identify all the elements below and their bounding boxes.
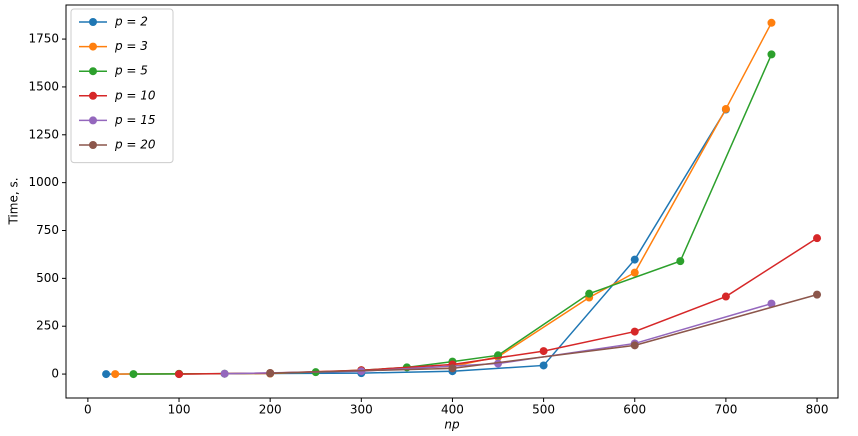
x-tick-label: 100 xyxy=(168,403,191,417)
data-point xyxy=(539,347,548,356)
data-point xyxy=(175,370,184,379)
data-point xyxy=(266,369,275,378)
legend-label: p = 3 xyxy=(114,39,148,53)
data-point xyxy=(721,292,730,301)
data-point xyxy=(102,370,111,379)
data-point xyxy=(767,18,776,27)
series-line xyxy=(115,22,773,375)
data-point xyxy=(630,255,639,264)
data-point xyxy=(111,370,120,379)
legend-label: p = 10 xyxy=(114,88,156,102)
legend-label: p = 20 xyxy=(114,138,156,152)
legend-marker xyxy=(89,67,97,76)
y-tick-label: 1000 xyxy=(28,175,59,189)
data-point xyxy=(539,361,548,370)
x-tick-label: 800 xyxy=(806,403,829,417)
y-tick-label: 750 xyxy=(36,223,59,237)
y-axis-label: Time, s. xyxy=(7,177,21,225)
data-point xyxy=(813,234,822,243)
legend-marker xyxy=(89,91,97,100)
y-tick-label: 1500 xyxy=(28,79,59,93)
x-tick-label: 200 xyxy=(259,403,282,417)
x-tick-label: 700 xyxy=(714,403,737,417)
y-tick-label: 0 xyxy=(51,367,59,381)
data-point xyxy=(448,364,457,373)
data-point xyxy=(721,104,730,113)
data-point xyxy=(630,268,639,277)
x-tick-label: 300 xyxy=(350,403,373,417)
series-line xyxy=(133,54,773,375)
y-tick-label: 250 xyxy=(36,319,59,333)
data-point xyxy=(129,370,138,379)
data-point xyxy=(494,359,503,368)
x-tick-label: 600 xyxy=(623,403,646,417)
data-point xyxy=(813,290,822,299)
y-tick-label: 1750 xyxy=(28,32,59,46)
x-axis-label: np xyxy=(444,418,460,432)
y-tick-label: 1250 xyxy=(28,127,59,141)
data-point xyxy=(630,341,639,350)
legend-marker xyxy=(89,141,97,149)
series-line xyxy=(270,293,818,374)
legend-label: p = 15 xyxy=(114,113,156,127)
x-tick-label: 0 xyxy=(84,403,92,417)
legend-marker xyxy=(89,42,97,51)
data-point xyxy=(630,327,639,336)
legend-label: p = 5 xyxy=(114,64,148,78)
data-point xyxy=(585,289,594,298)
x-tick-label: 500 xyxy=(532,403,555,417)
data-point xyxy=(676,257,685,266)
plot-frame xyxy=(65,4,839,399)
data-point xyxy=(220,369,229,378)
legend-marker xyxy=(89,18,97,26)
legend-marker xyxy=(89,116,97,125)
x-tick-label: 400 xyxy=(441,403,464,417)
y-tick-label: 500 xyxy=(36,271,59,285)
data-point xyxy=(767,50,776,59)
data-point xyxy=(767,299,776,308)
legend-label: p = 2 xyxy=(114,15,148,29)
